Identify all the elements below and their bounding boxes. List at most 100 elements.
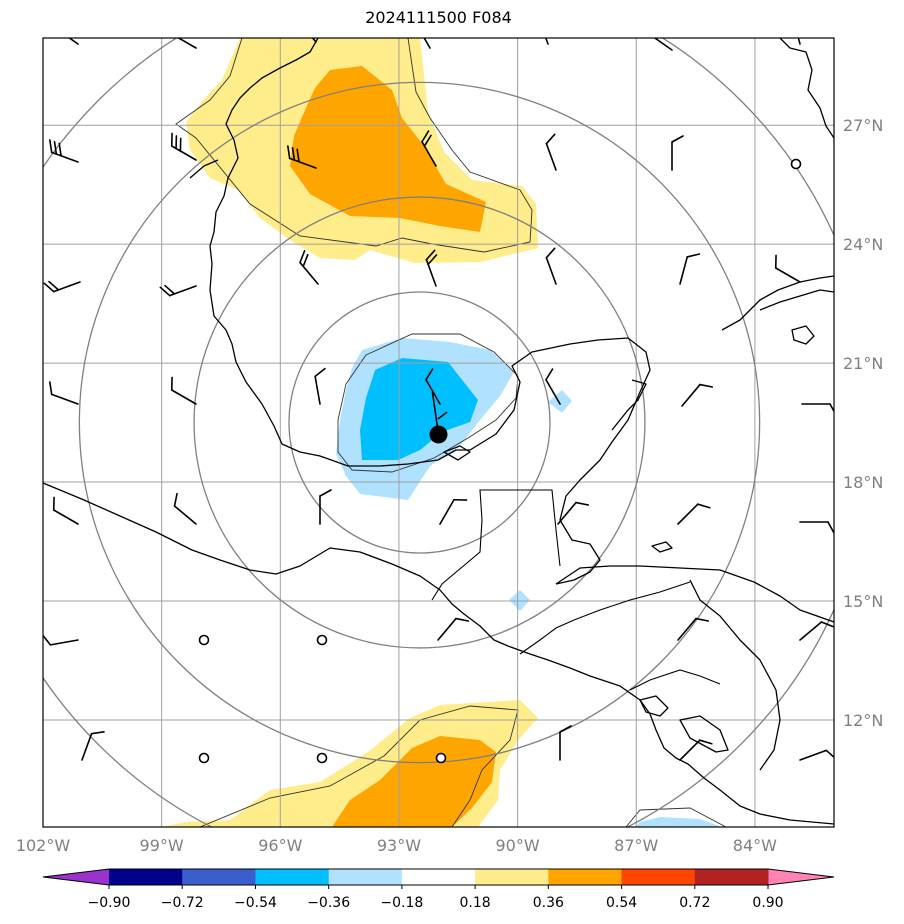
negative-anomaly-southeast xyxy=(636,817,722,827)
wind-barb xyxy=(170,132,197,161)
longitude-label: 84°W xyxy=(733,836,777,855)
wind-barb xyxy=(43,280,81,293)
longitude-label: 96°W xyxy=(258,836,302,855)
colorbar-segment xyxy=(401,869,476,885)
wind-barb xyxy=(799,621,834,641)
wind-barb xyxy=(299,250,319,285)
wind-barb xyxy=(54,38,79,45)
border-honduras-nicaragua xyxy=(629,669,721,691)
latitude-label: 27°N xyxy=(843,116,883,135)
colorbar-segment xyxy=(548,869,623,885)
colorbar: −0.90 −0.72 −0.54 −0.36 −0.18 0.18 0.36 0.54 0.7… xyxy=(42,868,835,911)
wind-barb xyxy=(791,38,801,45)
contour-gulf xyxy=(337,333,519,473)
colorbar-tick-label: 0.90 xyxy=(752,895,783,911)
wind-barb xyxy=(425,249,438,287)
coastline-texas-island xyxy=(189,159,219,179)
longitude-labels: 102°W 99°W 96°W 93°W 90°W 87°W 84°W xyxy=(16,836,777,855)
wind-barbs xyxy=(43,38,834,761)
wind-barb xyxy=(49,139,79,163)
border-mexico-guatemala xyxy=(431,489,561,601)
wind-barb xyxy=(314,367,326,405)
map-area xyxy=(43,38,834,827)
wind-barb xyxy=(170,38,197,49)
wind-barb xyxy=(559,725,572,761)
wind-barb xyxy=(52,496,79,525)
negative-anomaly-small-2 xyxy=(509,590,530,611)
colorbar-tick-label: −0.18 xyxy=(380,895,423,911)
latitude-label: 18°N xyxy=(843,473,883,492)
wind-barb xyxy=(297,38,317,43)
coastlines xyxy=(43,38,834,825)
lat-lon-gridlines xyxy=(43,38,834,827)
latitude-label: 24°N xyxy=(843,235,883,254)
calm-wind-marker xyxy=(435,752,447,764)
wind-barb xyxy=(677,503,711,525)
wind-barb xyxy=(557,501,590,525)
anomaly-shading xyxy=(162,38,722,827)
calm-wind-marker xyxy=(316,634,328,646)
wind-barb xyxy=(173,492,197,525)
coastline-gulf-mexico xyxy=(209,38,651,585)
calm-wind-marker xyxy=(198,752,210,764)
wind-barb xyxy=(648,38,673,51)
wind-barb xyxy=(415,38,431,49)
map-title: 2024111500 F084 xyxy=(365,8,512,27)
wind-barb xyxy=(679,739,713,761)
colorbar-tick-label: −0.90 xyxy=(88,895,131,911)
colorbar-tick-label: −0.72 xyxy=(161,895,204,911)
coastline-caribbean-central-america xyxy=(555,565,834,623)
latitude-label: 21°N xyxy=(843,354,883,373)
calm-wind-marker xyxy=(790,158,802,170)
wind-barb xyxy=(319,489,332,525)
latitude-label: 15°N xyxy=(843,592,883,611)
colorbar-segment xyxy=(475,869,549,885)
coastline-cuba-south xyxy=(759,289,834,311)
contour-north xyxy=(175,38,533,253)
longitude-label: 93°W xyxy=(377,836,421,855)
latitude-label: 12°N xyxy=(843,711,883,730)
latitude-labels: 27°N 24°N 21°N 18°N 15°N 12°N xyxy=(843,116,883,730)
positive-anomaly-north-mid xyxy=(290,66,486,232)
wind-barb xyxy=(287,145,317,169)
wind-barb xyxy=(439,498,468,525)
calm-wind-markers xyxy=(198,158,802,764)
calm-wind-marker xyxy=(198,634,210,646)
map-frame xyxy=(42,37,835,828)
range-ring xyxy=(288,291,551,554)
range-ring xyxy=(193,196,646,649)
colorbar-tick-label: 0.18 xyxy=(460,895,491,911)
storm-center-marker xyxy=(429,425,448,444)
colorbar-tick-label: 0.72 xyxy=(679,895,710,911)
wind-barb xyxy=(671,135,684,171)
colorbar-segment xyxy=(182,869,256,885)
wind-barb xyxy=(681,383,714,407)
colorbar-segment xyxy=(255,869,330,885)
longitude-label: 102°W xyxy=(16,836,71,855)
coastline-caribbean-islands xyxy=(651,541,673,553)
wind-barb xyxy=(170,376,197,405)
colorbar-segment xyxy=(328,869,403,885)
island-isla-juventud xyxy=(791,325,815,345)
range-ring xyxy=(78,81,761,764)
wind-barb xyxy=(421,130,437,167)
colorbar-tick-label: 0.54 xyxy=(606,895,637,911)
calm-wind-marker xyxy=(316,752,328,764)
colorbar-over-arrow xyxy=(768,869,834,885)
wind-barb xyxy=(774,254,801,283)
coastline-yucatan-east xyxy=(611,379,647,431)
wind-barb xyxy=(799,521,834,534)
coastline-nicaragua xyxy=(689,579,781,771)
border-guatemala-honduras xyxy=(519,581,691,655)
colorbar-segment xyxy=(621,869,696,885)
negative-anomaly-gulf-mid xyxy=(360,358,478,460)
coastline-florida xyxy=(779,38,834,139)
colorbar-under-arrow xyxy=(43,869,109,885)
anomaly-contours xyxy=(175,38,727,827)
wind-barb xyxy=(537,38,549,45)
range-rings xyxy=(43,38,834,827)
coastline-yucatan-inner xyxy=(443,445,471,461)
coastline-honduras-gulf xyxy=(679,715,729,753)
longitude-label: 99°W xyxy=(140,836,184,855)
